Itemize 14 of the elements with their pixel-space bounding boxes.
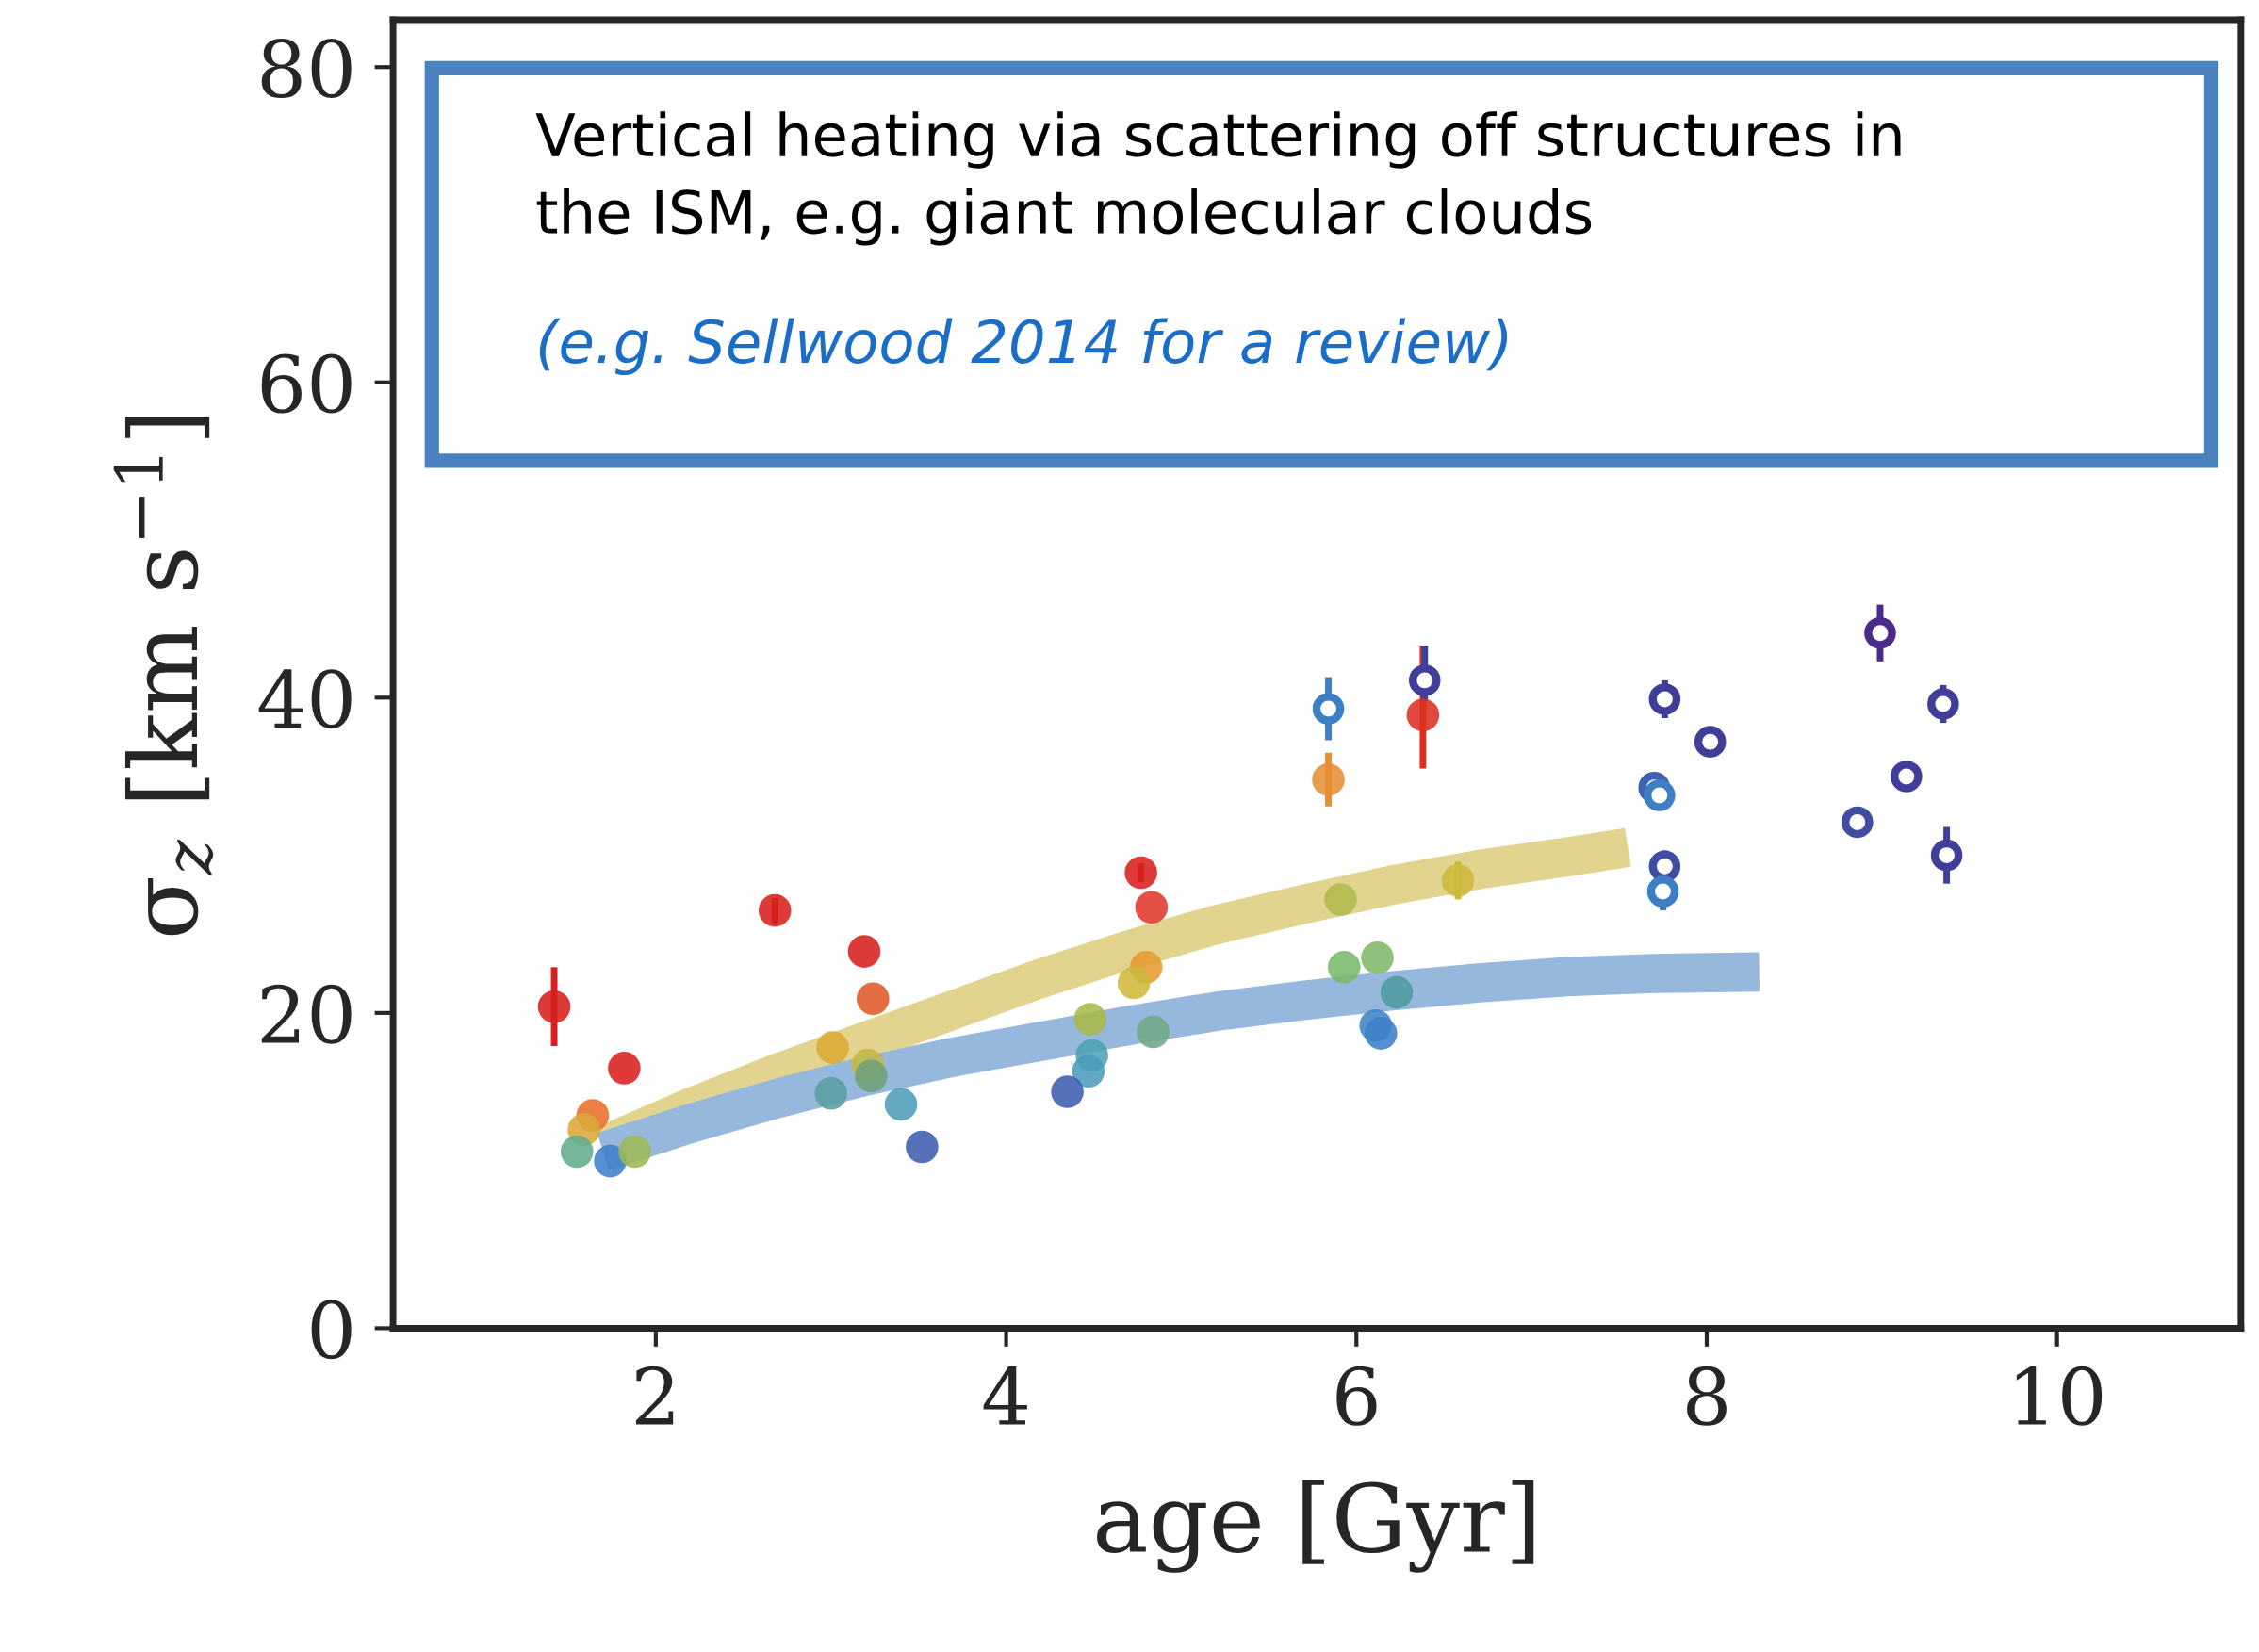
y-tick-label: 0: [311, 1300, 352, 1360]
x-tick-label: 6: [1336, 1366, 1377, 1426]
x-tick-label: 8: [1687, 1366, 1727, 1426]
y-axis-title: σ$_{z}$ [km s$^{−1}$]: [113, 417, 214, 936]
x-axis-title: age [Gyr]: [1097, 1480, 1534, 1573]
y-tick-label: 20: [261, 984, 352, 1044]
y-tick-label: 80: [261, 39, 352, 99]
annotation: (e.g. Sellwood 2014 for a review): [539, 318, 1508, 376]
x-tick-label: 2: [636, 1366, 674, 1425]
y-tick-label: 40: [258, 669, 352, 729]
annotation: Vertical heating via scattering off structures in the ISM, e.g. giant molecular clouds: [535, 111, 1901, 246]
x-tick-label: 10: [2016, 1366, 2103, 1426]
y-tick-label: 60: [261, 353, 352, 414]
x-tick-label: 4: [983, 1366, 1027, 1425]
